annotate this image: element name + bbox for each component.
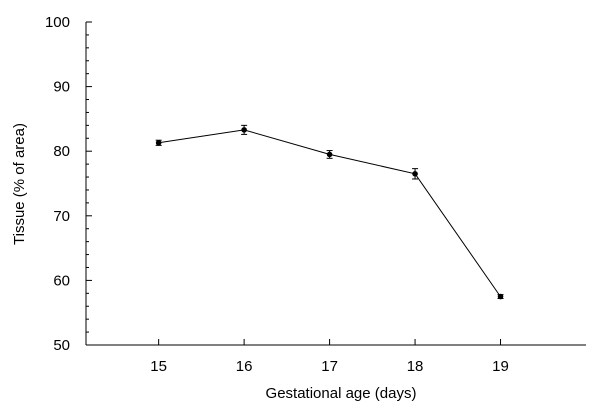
y-ticks: 50 60 70 80 90 100 xyxy=(45,14,92,354)
x-tick-label: 19 xyxy=(492,358,509,375)
y-tick-label: 100 xyxy=(45,14,70,31)
y-tick-label: 70 xyxy=(53,208,70,225)
y-tick-label: 50 xyxy=(53,337,70,354)
x-tick-label: 16 xyxy=(236,358,253,375)
y-tick-label: 80 xyxy=(53,143,70,160)
data-point xyxy=(497,293,504,300)
plot-area xyxy=(155,124,504,300)
y-axis-title: Tissue (% of area) xyxy=(11,123,28,245)
x-tick-label: 18 xyxy=(407,358,424,375)
x-tick-label: 17 xyxy=(321,358,338,375)
y-tick-label: 90 xyxy=(53,79,70,96)
axes xyxy=(85,22,586,346)
data-point xyxy=(241,127,247,133)
data-point xyxy=(326,151,333,158)
y-tick-label: 60 xyxy=(53,272,70,289)
x-tick-label: 15 xyxy=(150,358,167,375)
data-point xyxy=(155,140,162,146)
x-ticks: 15 16 17 18 19 xyxy=(150,339,509,375)
data-point xyxy=(412,171,418,177)
x-axis-title: Gestational age (days) xyxy=(266,385,417,402)
